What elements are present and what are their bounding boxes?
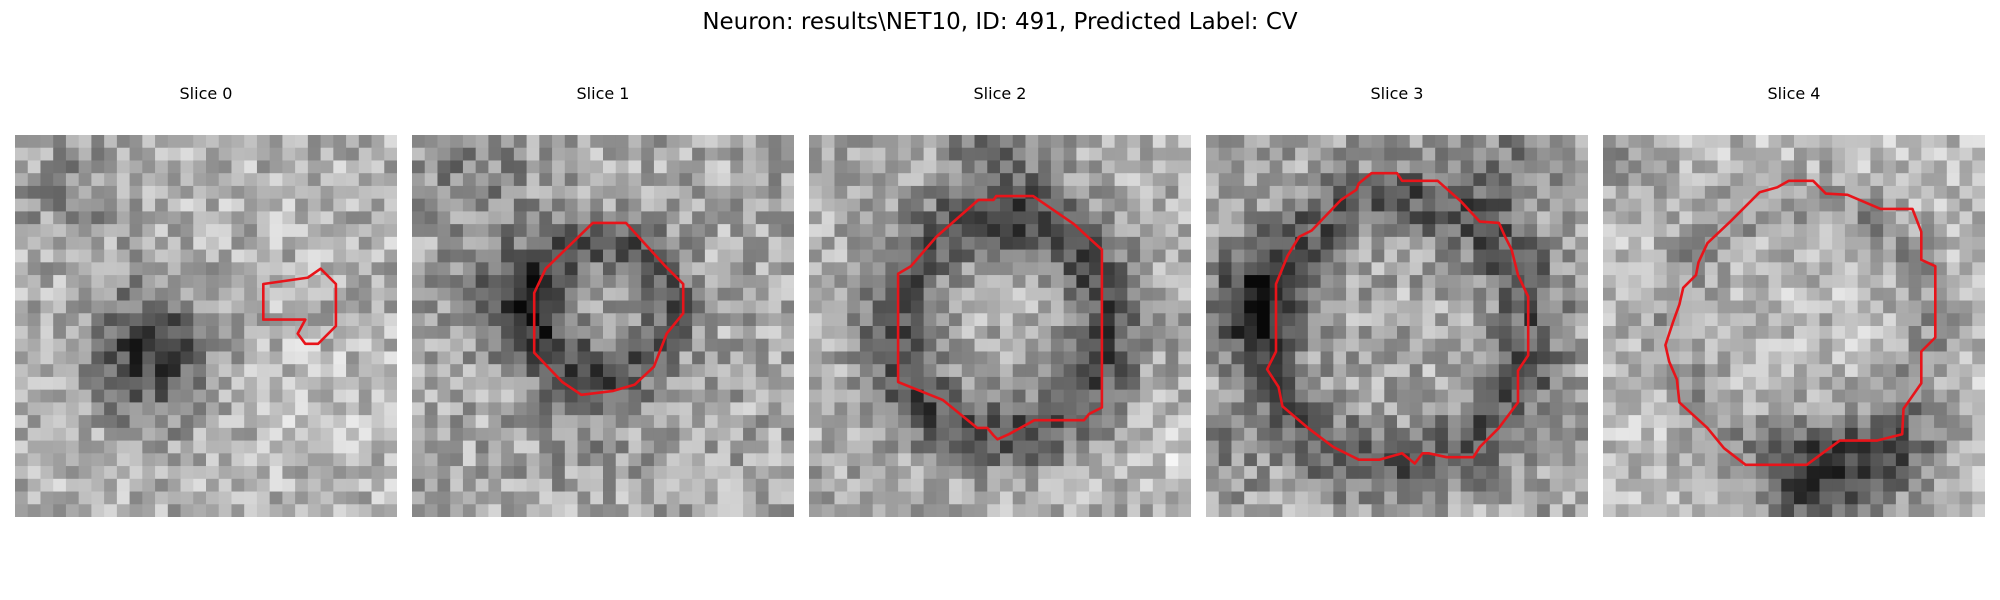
segmentation-contour [1265,171,1530,465]
slice-image-2 [809,135,1191,517]
slice-image-3 [1206,135,1588,517]
slice-title-4: Slice 4 [1767,84,1821,103]
slice-title-3: Slice 3 [1370,84,1424,103]
slice-image-4 [1603,135,1985,517]
slice-title-2: Slice 2 [973,84,1027,103]
segmentation-contour [262,267,338,346]
slice-title-0: Slice 0 [179,84,233,103]
pixel-grid [1206,135,1588,517]
pixel-grid [1603,135,1985,517]
slice-image-1 [412,135,794,517]
pixel-grid [15,135,397,517]
slice-title-1: Slice 1 [576,84,630,103]
figure-title: Neuron: results\NET10, ID: 491, Predicte… [702,9,1298,35]
slice-image-0 [15,135,397,517]
segmentation-contour [532,221,685,397]
segmentation-contour [1664,179,1937,467]
pixel-grid [809,135,1191,517]
segmentation-contour [896,194,1104,441]
pixel-grid [412,135,794,517]
